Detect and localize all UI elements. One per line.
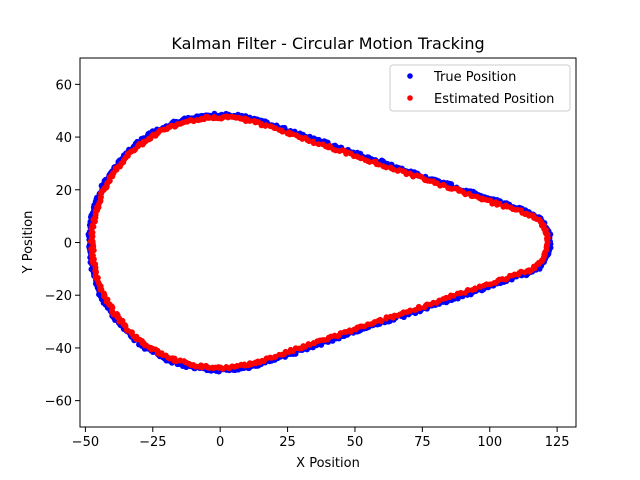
series-layer bbox=[85, 110, 554, 375]
y-tick-label: −40 bbox=[45, 342, 72, 357]
y-tick-label: −60 bbox=[45, 395, 72, 410]
data-point bbox=[445, 185, 452, 191]
data-point bbox=[474, 193, 481, 200]
data-point bbox=[315, 141, 322, 147]
data-point bbox=[262, 123, 269, 129]
y-tick-label: 0 bbox=[64, 237, 72, 252]
x-tick-label: −50 bbox=[72, 435, 99, 450]
data-point bbox=[320, 141, 326, 148]
legend-marker-true bbox=[407, 73, 413, 79]
data-point bbox=[284, 130, 291, 137]
data-point bbox=[464, 287, 471, 293]
data-point bbox=[407, 307, 414, 314]
legend-box bbox=[389, 64, 571, 112]
x-axis-ticks: −50 −25 0 25 50 75 100 125 bbox=[72, 427, 570, 450]
x-tick-label: 125 bbox=[545, 435, 570, 450]
y-axis-label: Y Position bbox=[21, 211, 36, 275]
x-tick-label: 50 bbox=[347, 435, 364, 450]
y-tick-label: 60 bbox=[55, 78, 72, 93]
series-estimated-position bbox=[87, 113, 551, 372]
legend-label-true: True Position bbox=[433, 70, 516, 85]
x-tick-label: −25 bbox=[139, 435, 166, 450]
legend: True Position Estimated Position bbox=[389, 64, 571, 112]
x-axis-label: X Position bbox=[296, 456, 360, 471]
y-axis-ticks: −60 −40 −20 0 20 40 60 bbox=[45, 78, 80, 410]
y-tick-label: −20 bbox=[45, 289, 72, 304]
data-point bbox=[378, 318, 385, 325]
data-point bbox=[387, 164, 394, 171]
y-tick-label: 40 bbox=[55, 131, 72, 146]
data-point bbox=[457, 289, 464, 296]
chart-title: Kalman Filter - Circular Motion Tracking bbox=[171, 34, 484, 53]
data-point bbox=[416, 305, 423, 312]
x-tick-label: 100 bbox=[477, 435, 502, 450]
x-tick-label: 25 bbox=[279, 435, 296, 450]
x-tick-label: 0 bbox=[216, 435, 224, 450]
data-point bbox=[371, 158, 377, 165]
data-point bbox=[251, 118, 258, 124]
data-point bbox=[380, 163, 386, 170]
legend-marker-estimated bbox=[407, 95, 413, 101]
data-point bbox=[472, 286, 478, 293]
legend-label-estimated: Estimated Position bbox=[434, 92, 554, 107]
x-tick-label: 75 bbox=[414, 435, 431, 450]
plot-area bbox=[79, 57, 577, 428]
y-tick-label: 20 bbox=[55, 184, 72, 199]
